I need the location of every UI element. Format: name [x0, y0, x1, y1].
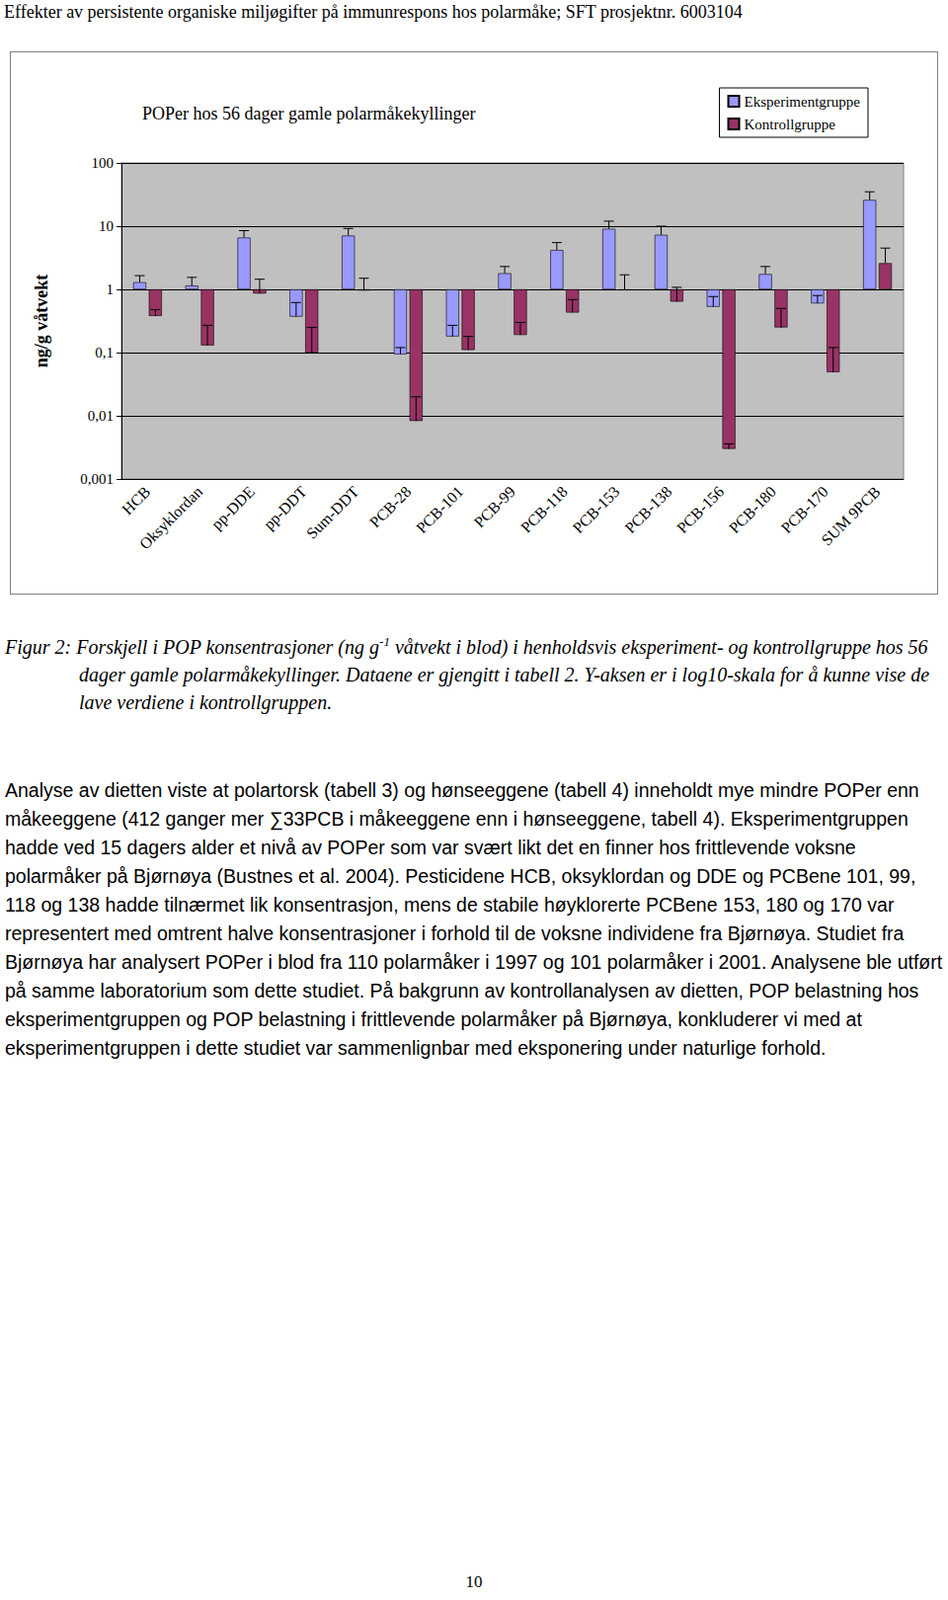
- svg-text:Kontrollgruppe: Kontrollgruppe: [744, 116, 837, 133]
- svg-text:0,001: 0,001: [79, 471, 114, 487]
- svg-text:100: 100: [91, 155, 115, 171]
- svg-text:0,01: 0,01: [87, 407, 114, 424]
- svg-text:Oksyklordan: Oksyklordan: [136, 482, 207, 553]
- svg-text:1: 1: [106, 281, 115, 298]
- svg-text:HCB: HCB: [118, 482, 154, 518]
- svg-text:0,1: 0,1: [94, 344, 114, 361]
- svg-text:PCB-180: PCB-180: [725, 482, 780, 537]
- svg-text:PCB-99: PCB-99: [471, 482, 519, 531]
- svg-text:PCB-101: PCB-101: [412, 482, 467, 537]
- html-text:10: 10: [465, 1572, 483, 1591]
- svg-text:PCB-118: PCB-118: [517, 482, 571, 537]
- html-text:Effekter av persistente organi: Effekter av persistente organiske miljøg…: [3, 1, 743, 22]
- svg-text:PCB-153: PCB-153: [569, 482, 624, 537]
- svg-text:PCB-28: PCB-28: [366, 482, 414, 531]
- svg-text:Eksperimentgruppe: Eksperimentgruppe: [744, 93, 862, 110]
- svg-text:SUM 9PCB: SUM 9PCB: [817, 482, 883, 549]
- svg-text:10: 10: [98, 218, 114, 235]
- svg-text:PCB-156: PCB-156: [673, 482, 727, 537]
- svg-text:POPer hos 56 dager gamle polar: POPer hos 56 dager gamle polarmåkekyllin…: [142, 103, 475, 124]
- svg-text:PCB-138: PCB-138: [621, 482, 675, 537]
- svg-text:PCB-170: PCB-170: [778, 482, 832, 537]
- svg-text:pp-DDT: pp-DDT: [259, 482, 311, 534]
- html-text:Figur 2: Forskjell i POP konse: Figur 2: Forskjell i POP konsentrasjoner…: [4, 633, 930, 713]
- html-text:Analyse av dietten viste at po: Analyse av dietten viste at polartorsk (…: [4, 779, 943, 1059]
- svg-text:ng/g våtvekt: ng/g våtvekt: [31, 274, 52, 369]
- svg-text:pp-DDE: pp-DDE: [208, 482, 259, 534]
- svg-text:Sum-DDT: Sum-DDT: [303, 482, 363, 543]
